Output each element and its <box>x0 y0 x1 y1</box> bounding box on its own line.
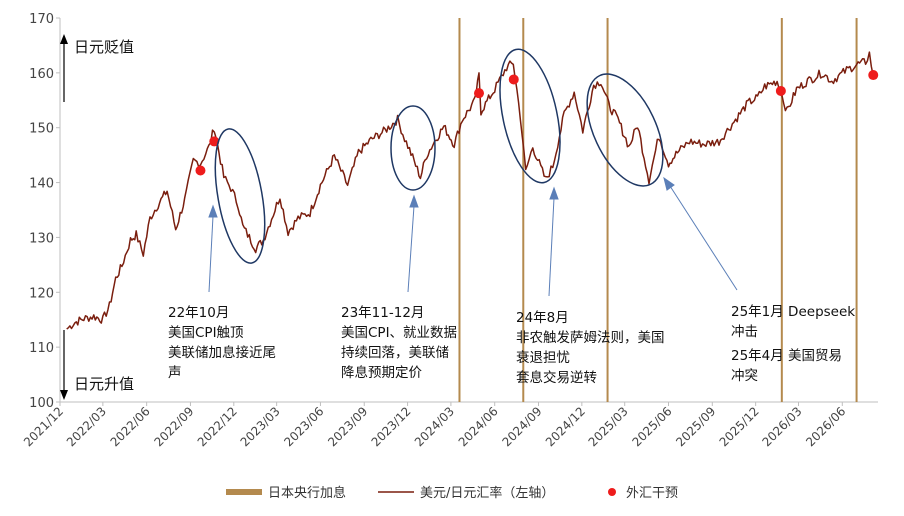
x-tick-label: 2024/09 <box>499 404 544 449</box>
annotation-2025-line-4: 冲突 <box>731 368 758 384</box>
x-tick-label: 2025/12 <box>717 404 762 449</box>
annotation-arrow-2025 <box>669 185 738 291</box>
intervention-point <box>508 74 519 85</box>
annotation-arrow-2024 <box>548 197 555 297</box>
legend-label-boj: 日本央行加息 <box>268 485 346 501</box>
x-tick-label: 2026/03 <box>759 404 804 449</box>
axes <box>59 18 878 403</box>
x-tick-label: 2022/03 <box>64 404 109 449</box>
annotation-arrowhead-2022 <box>208 204 218 218</box>
annotation-arrowhead-2025 <box>663 176 675 191</box>
down-arrow-icon <box>60 390 68 400</box>
annotation-2023-line-2: 美国CPI、就业数据 <box>341 325 457 341</box>
annotation-2022-line-1: 22年10月 <box>168 305 229 321</box>
y-tick-label: 170 <box>29 12 54 27</box>
x-tick-label: 2022/06 <box>108 404 153 449</box>
x-tick-label: 2024/03 <box>412 404 457 449</box>
highlight-ellipse-2024 <box>499 48 561 184</box>
intervention-point <box>473 88 484 99</box>
annotation-arrowhead-2024 <box>549 186 559 200</box>
y-tick-label: 110 <box>29 341 54 356</box>
y-tick-label: 120 <box>29 286 54 301</box>
boj-hike-lines <box>458 18 858 402</box>
x-tick-label: 2025/06 <box>629 404 674 449</box>
y-tick-label: 130 <box>29 231 54 246</box>
intervention-point <box>775 85 786 96</box>
annotation-2023: 23年11-12月 美国CPI、就业数据 持续回落，美联储 降息预期定价 <box>341 305 461 381</box>
annotation-2022-line-3: 美联储加息接近尾 <box>168 344 276 361</box>
annotation-2025-line-1: 25年1月 Deepseek <box>731 304 855 320</box>
annotation-2025: 25年1月 Deepseek 冲击 25年4月 美国贸易 冲突 <box>731 304 859 384</box>
y-tick-label: 150 <box>29 122 54 137</box>
intervention-point <box>868 70 879 81</box>
annotation-arrow-2023 <box>407 205 415 293</box>
highlight-ellipse-2025 <box>586 73 664 187</box>
highlight-ellipses <box>214 48 664 264</box>
x-tick-label: 2023/03 <box>238 404 283 449</box>
annotation-2023-line-1: 23年11-12月 <box>341 305 424 321</box>
annotation-2024-line-2: 非农触发萨姆法则，美国 <box>516 330 665 346</box>
legend-swatch-intervention <box>608 488 616 496</box>
intervention-point <box>209 136 220 147</box>
annotation-2023-line-3: 持续回落，美联储 <box>341 345 449 361</box>
y-tick-label: 140 <box>29 177 54 192</box>
legend: 日本央行加息 美元/日元汇率（左轴） 外汇干预 <box>226 485 678 501</box>
x-tick-label: 2024/06 <box>456 404 501 449</box>
x-ticks: 2021/122022/032022/062022/092022/122023/… <box>21 402 848 449</box>
annotation-arrow-2022 <box>208 215 214 293</box>
annotation-2023-line-4: 降息预期定价 <box>341 364 422 381</box>
y-tick-label: 100 <box>29 396 54 411</box>
x-tick-label: 2025/09 <box>673 404 718 449</box>
x-tick-label: 2025/03 <box>586 404 631 449</box>
annotation-2024-line-1: 24年8月 <box>516 310 569 326</box>
appreciation-label: 日元升值 <box>74 375 134 393</box>
legend-swatch-boj <box>226 489 262 495</box>
annotation-2022-line-2: 美国CPI触顶 <box>168 325 244 341</box>
depreciation-label: 日元贬值 <box>74 38 134 56</box>
annotation-arrows <box>208 176 738 297</box>
intervention-point <box>195 165 206 176</box>
x-tick-label: 2024/12 <box>543 404 588 449</box>
y-tick-label: 160 <box>29 67 54 82</box>
up-arrow-icon <box>60 34 68 44</box>
x-tick-label: 2026/06 <box>803 404 848 449</box>
annotation-2025-line-3: 25年4月 美国贸易 <box>731 348 842 364</box>
annotation-2024-line-3: 衰退担忧 <box>516 349 570 366</box>
annotation-2025-line-2: 冲击 <box>731 324 758 340</box>
x-tick-label: 2023/09 <box>325 404 370 449</box>
intervention-points <box>195 70 879 176</box>
y-ticks: 100 110 120 130 140 150 160 170 <box>29 12 60 411</box>
x-tick-label: 2023/12 <box>369 404 414 449</box>
x-tick-label: 2023/06 <box>281 404 326 449</box>
highlight-ellipse-2022 <box>214 128 266 264</box>
highlight-ellipse-2023 <box>390 105 436 191</box>
annotations: 22年10月 美国CPI触顶 美联储加息接近尾 声 23年11-12月 美国CP… <box>168 304 859 386</box>
x-tick-label: 2022/09 <box>151 404 196 449</box>
annotation-arrowhead-2023 <box>409 194 419 208</box>
x-tick-label: 2022/12 <box>195 404 240 449</box>
legend-label-usdjpy: 美元/日元汇率（左轴） <box>420 485 554 501</box>
usdjpy-series-line <box>66 51 874 330</box>
legend-label-intervention: 外汇干预 <box>626 486 678 501</box>
annotation-2024: 24年8月 非农触发萨姆法则，美国 衰退担忧 套息交易逆转 <box>516 310 669 386</box>
annotation-2022-line-4: 声 <box>168 365 182 381</box>
direction-labels: 日元贬值 日元升值 <box>60 34 134 400</box>
annotation-2022: 22年10月 美国CPI触顶 美联储加息接近尾 声 <box>168 305 280 381</box>
annotation-2024-line-4: 套息交易逆转 <box>516 369 597 386</box>
